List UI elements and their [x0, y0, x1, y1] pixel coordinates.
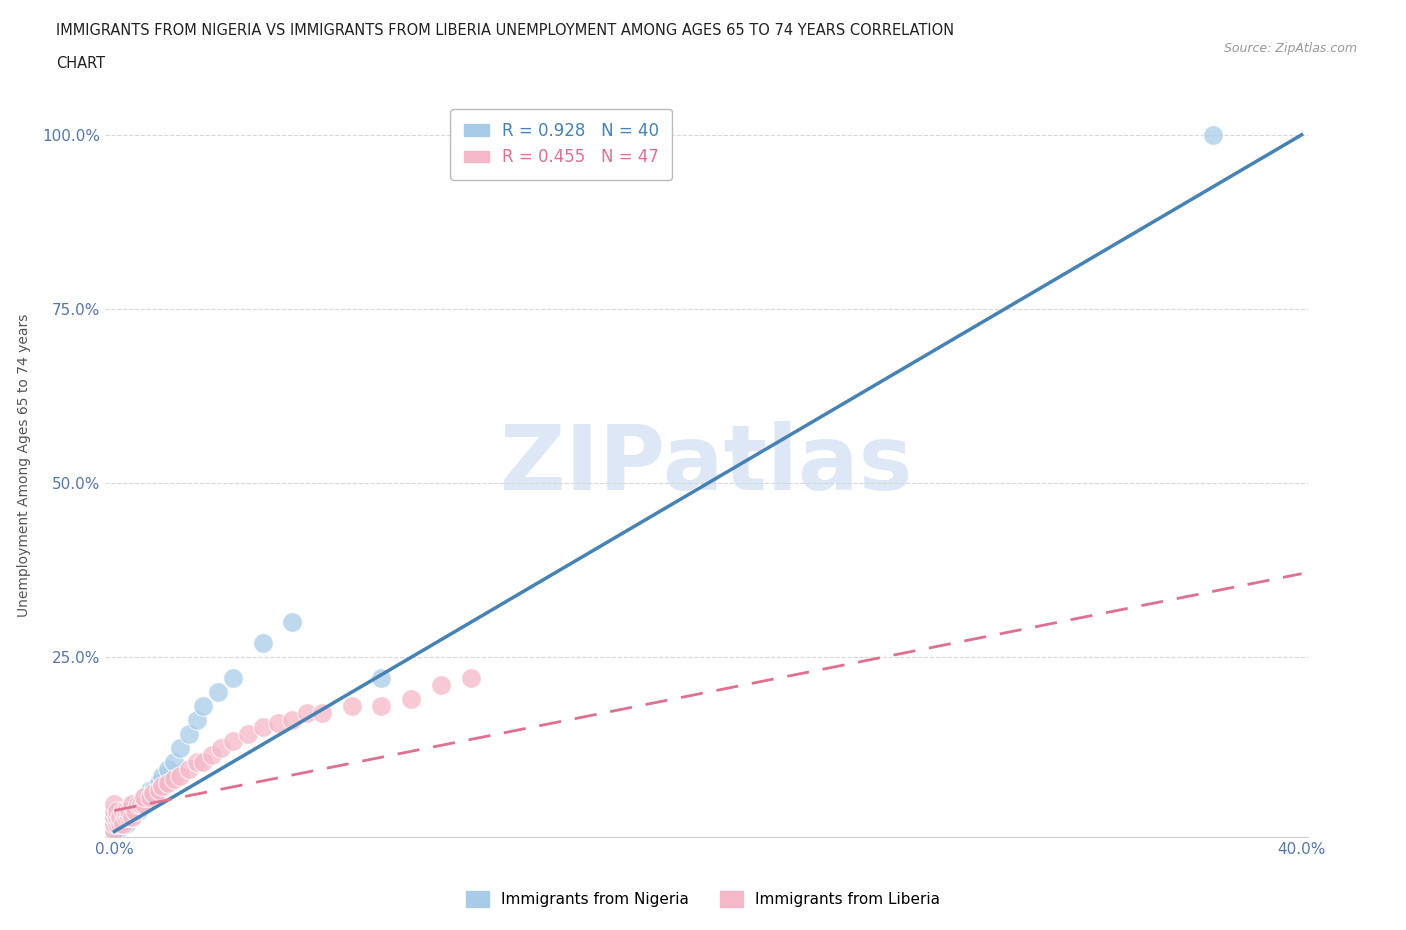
- Point: [430, 678, 453, 693]
- Point: [105, 817, 128, 832]
- Point: [124, 796, 146, 811]
- Point: [110, 817, 132, 832]
- Point: [340, 698, 363, 713]
- Point: [193, 754, 215, 769]
- Point: [193, 698, 215, 713]
- Point: [112, 804, 135, 818]
- Point: [132, 796, 155, 811]
- Text: IMMIGRANTS FROM NIGERIA VS IMMIGRANTS FROM LIBERIA UNEMPLOYMENT AMONG AGES 65 TO: IMMIGRANTS FROM NIGERIA VS IMMIGRANTS FR…: [56, 23, 955, 38]
- Point: [124, 804, 146, 818]
- Point: [142, 782, 165, 797]
- Point: [370, 671, 392, 685]
- Point: [266, 716, 288, 731]
- Point: [129, 796, 152, 811]
- Point: [118, 810, 141, 825]
- Point: [110, 810, 132, 825]
- Point: [103, 810, 125, 825]
- Point: [127, 796, 149, 811]
- Point: [236, 726, 259, 741]
- Point: [399, 692, 422, 707]
- Point: [103, 810, 125, 825]
- Point: [156, 776, 179, 790]
- Point: [252, 720, 274, 735]
- Point: [150, 778, 173, 793]
- Point: [105, 817, 128, 832]
- Point: [201, 748, 224, 763]
- Point: [112, 817, 135, 832]
- Point: [209, 740, 232, 755]
- Legend: R = 0.928   N = 40, R = 0.455   N = 47: R = 0.928 N = 40, R = 0.455 N = 47: [450, 109, 672, 179]
- Point: [139, 782, 162, 797]
- Point: [121, 810, 143, 825]
- Text: ZIPatlas: ZIPatlas: [501, 421, 912, 509]
- Legend: Immigrants from Nigeria, Immigrants from Liberia: Immigrants from Nigeria, Immigrants from…: [460, 884, 946, 913]
- Point: [105, 804, 128, 818]
- Point: [222, 671, 245, 685]
- Point: [139, 790, 162, 804]
- Point: [186, 754, 208, 769]
- Point: [207, 684, 229, 699]
- Point: [136, 790, 159, 804]
- Point: [132, 790, 155, 804]
- Point: [127, 804, 149, 818]
- Point: [177, 726, 200, 741]
- Point: [105, 824, 128, 839]
- Point: [169, 768, 191, 783]
- Point: [118, 804, 141, 818]
- Point: [112, 810, 135, 825]
- Point: [281, 615, 304, 630]
- Point: [127, 796, 149, 811]
- Point: [118, 810, 141, 825]
- Point: [370, 698, 392, 713]
- Point: [115, 810, 138, 825]
- Point: [281, 712, 304, 727]
- Point: [115, 804, 138, 818]
- Point: [103, 804, 125, 818]
- Point: [121, 810, 143, 825]
- Point: [169, 740, 191, 755]
- Point: [156, 762, 179, 777]
- Y-axis label: Unemployment Among Ages 65 to 74 years: Unemployment Among Ages 65 to 74 years: [17, 313, 31, 617]
- Point: [103, 824, 125, 839]
- Point: [142, 786, 165, 801]
- Point: [460, 671, 482, 685]
- Text: CHART: CHART: [56, 56, 105, 71]
- Point: [252, 636, 274, 651]
- Point: [105, 810, 128, 825]
- Point: [297, 706, 319, 721]
- Point: [186, 712, 208, 727]
- Point: [132, 796, 155, 811]
- Point: [105, 810, 128, 825]
- Point: [103, 817, 125, 832]
- Point: [118, 804, 141, 818]
- Point: [177, 762, 200, 777]
- Point: [110, 810, 132, 825]
- Point: [311, 706, 333, 721]
- Point: [222, 734, 245, 749]
- Point: [148, 776, 170, 790]
- Point: [103, 804, 125, 818]
- Point: [115, 817, 138, 832]
- Point: [103, 824, 125, 839]
- Text: Source: ZipAtlas.com: Source: ZipAtlas.com: [1223, 42, 1357, 55]
- Point: [148, 782, 170, 797]
- Point: [112, 817, 135, 832]
- Point: [110, 817, 132, 832]
- Point: [132, 790, 155, 804]
- Point: [150, 768, 173, 783]
- Point: [103, 796, 125, 811]
- Point: [163, 772, 186, 787]
- Point: [129, 796, 152, 811]
- Point: [1201, 127, 1223, 142]
- Point: [124, 804, 146, 818]
- Point: [103, 817, 125, 832]
- Point: [163, 754, 186, 769]
- Point: [115, 804, 138, 818]
- Point: [121, 796, 143, 811]
